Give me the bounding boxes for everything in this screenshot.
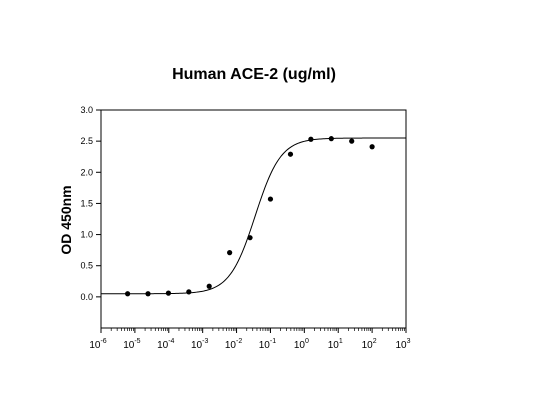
x-tick-label: 100 xyxy=(294,338,309,351)
x-tick-exponent: 1 xyxy=(339,338,343,345)
x-tick-exponent: 2 xyxy=(373,338,377,345)
x-tick-exponent: -5 xyxy=(134,338,140,345)
y-tick-label: 0.0 xyxy=(80,292,93,302)
x-tick-base: 10 xyxy=(157,340,169,351)
x-tick-exponent: 3 xyxy=(407,338,411,345)
y-axis: 0.0 0.5 1.0 1.5 2.0 2.5 3.0 xyxy=(80,105,101,302)
x-tick-label: 101 xyxy=(328,338,343,351)
x-tick-label: 10-5 xyxy=(123,338,140,351)
data-point xyxy=(328,136,334,142)
x-tick-base: 10 xyxy=(191,340,203,351)
data-point xyxy=(267,196,274,202)
x-tick-base: 10 xyxy=(89,340,101,351)
chart-title: Human ACE-2 (ug/ml) xyxy=(172,66,336,83)
data-points xyxy=(125,136,375,297)
x-tick-base: 10 xyxy=(225,340,237,351)
data-point xyxy=(308,136,314,142)
x-tick-label: 10-2 xyxy=(225,338,242,351)
x-tick-base: 10 xyxy=(294,340,306,351)
x-tick-base: 10 xyxy=(123,340,135,351)
x-tick-exponent: -3 xyxy=(202,338,208,345)
x-tick-label: 102 xyxy=(362,338,377,351)
data-point xyxy=(186,289,192,295)
y-tick-label: 1.0 xyxy=(80,230,93,240)
data-point xyxy=(206,283,212,289)
x-tick-base: 10 xyxy=(395,340,407,351)
y-tick-label: 3.0 xyxy=(80,105,93,115)
x-tick-label: 10-6 xyxy=(89,338,106,351)
data-point xyxy=(165,290,172,296)
data-point xyxy=(145,291,151,297)
y-tick-label: 2.5 xyxy=(80,136,93,146)
data-point xyxy=(349,138,355,144)
x-tick-label: 103 xyxy=(395,338,410,351)
data-point xyxy=(369,144,375,150)
y-tick-label: 1.5 xyxy=(80,198,93,208)
data-point xyxy=(227,250,233,256)
fit-curve xyxy=(101,137,406,295)
x-tick-exponent: -6 xyxy=(100,338,106,345)
data-point xyxy=(287,151,294,157)
x-axis: 10-6 10-5 10-4 10-3 10-2 10-1 100 101 102 103 xyxy=(89,328,411,351)
y-tick-label: 2.0 xyxy=(80,167,93,177)
y-tick-label: 0.5 xyxy=(80,261,93,271)
x-tick-label: 10-3 xyxy=(191,338,208,351)
y-axis-label: OD 450nm xyxy=(58,185,74,254)
plot-frame xyxy=(100,109,407,329)
x-tick-exponent: -2 xyxy=(236,338,242,345)
x-tick-base: 10 xyxy=(259,340,271,351)
x-tick-label: 10-1 xyxy=(259,338,276,351)
x-tick-label: 10-4 xyxy=(157,338,174,351)
x-tick-base: 10 xyxy=(328,340,340,351)
data-point xyxy=(125,291,131,297)
x-tick-base: 10 xyxy=(362,340,374,351)
x-tick-exponent: 0 xyxy=(305,338,309,345)
data-point xyxy=(247,235,253,241)
x-tick-exponent: -4 xyxy=(168,338,174,345)
x-tick-exponent: -1 xyxy=(270,338,276,345)
